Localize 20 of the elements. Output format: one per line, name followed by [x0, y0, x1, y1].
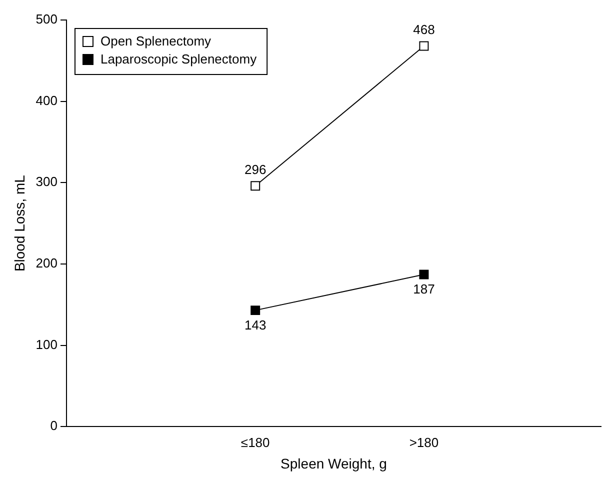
y-tick-label: 100: [36, 336, 58, 352]
y-tick-label: 300: [36, 174, 58, 190]
point: [250, 181, 260, 191]
point: [419, 270, 429, 280]
x-axis-title: Spleen Weight, g: [280, 455, 387, 472]
y-axis-title: Blood Loss, mL: [11, 174, 28, 272]
data-label: 468: [413, 22, 435, 38]
y-tick-label: 400: [36, 92, 58, 108]
legend-label: Open Splenectomy: [100, 34, 212, 49]
x-tick-label: ≤180: [240, 434, 270, 450]
y-tick-label: 0: [50, 418, 58, 434]
legend-label: Laparoscopic Splenectomy: [100, 52, 258, 67]
data-label: 296: [244, 162, 266, 177]
data-label: 187: [413, 282, 435, 297]
point: [250, 306, 260, 316]
y-tick-label: 500: [36, 12, 58, 27]
x-tick-label: >180: [409, 434, 439, 450]
y-tick-label: 200: [36, 256, 58, 271]
data-label: 143: [244, 317, 266, 332]
point: [419, 41, 429, 51]
